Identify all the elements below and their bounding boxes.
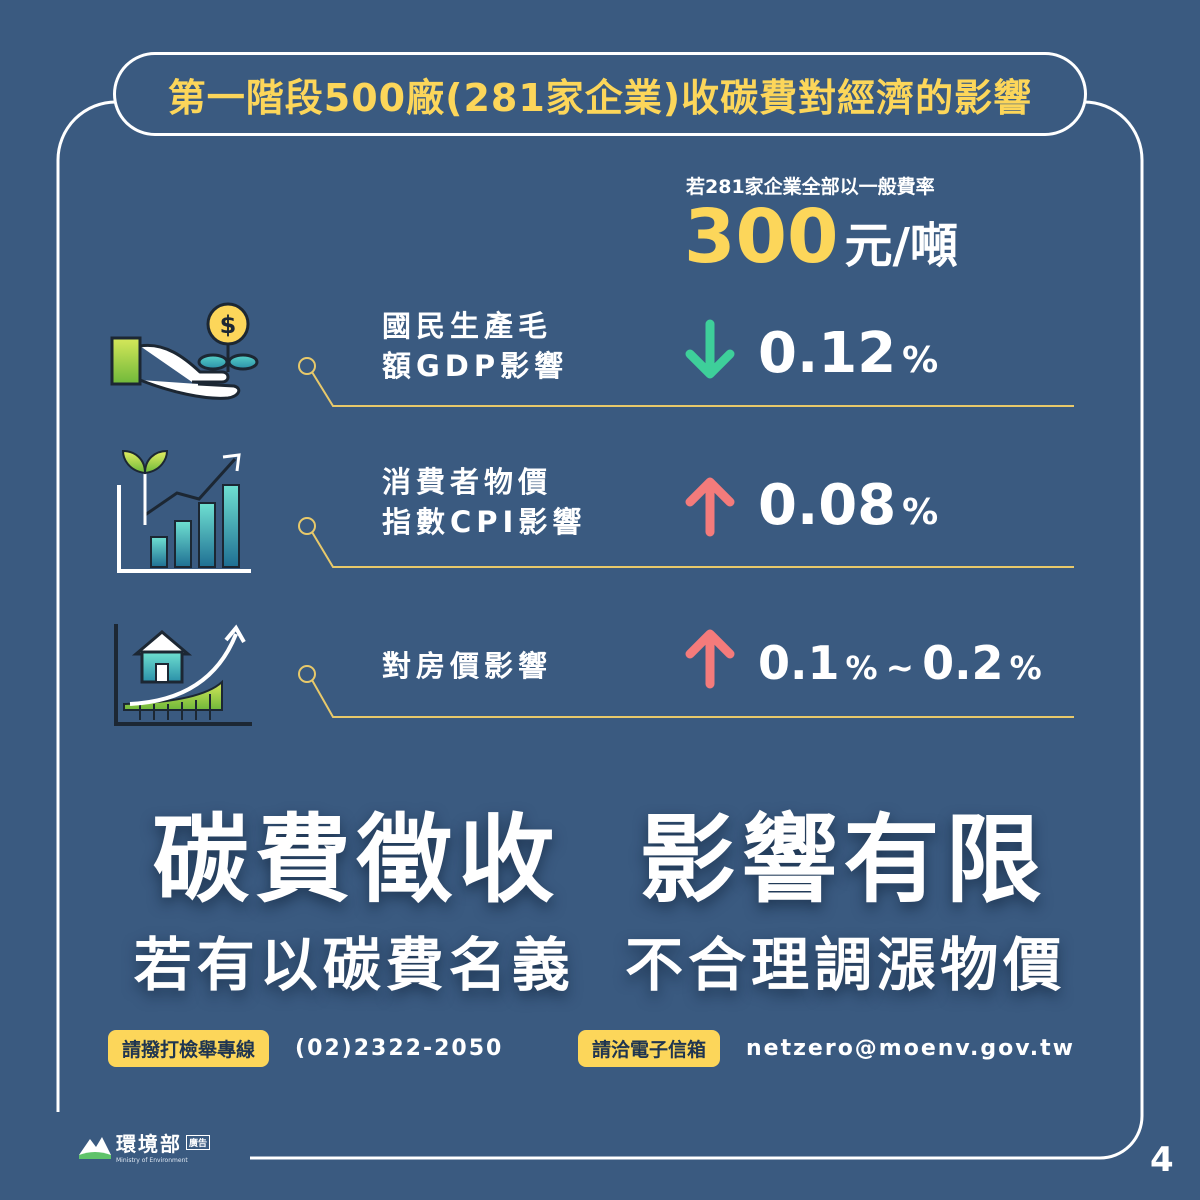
rate-amount: 300 (684, 194, 839, 280)
gdp-value-number: 0.12 (758, 321, 897, 386)
arrow-up-icon (685, 477, 735, 537)
rate-display: 300 元/噸 (684, 200, 958, 276)
rate-unit: 元/噸 (844, 218, 959, 274)
cpi-value-unit: % (902, 492, 939, 533)
title-banner: 第一階段500廠(281家企業)收碳費對經濟的影響 (113, 52, 1087, 136)
ministry-logo: 環境部 廣告 Ministry of Environment (78, 1128, 211, 1164)
cpi-value: 0.08% (758, 478, 938, 534)
page-number: 4 (1150, 1140, 1174, 1180)
svg-text:$: $ (220, 311, 237, 339)
house-value-to: 0.2 (922, 636, 1004, 690)
growth-chart-icon (117, 449, 251, 573)
arrow-down-icon (685, 319, 735, 379)
house-value-unit-from: % (845, 649, 878, 687)
hotline-contact: 請撥打檢舉專線 (02)2322-2050 (108, 1029, 504, 1067)
mountain-logo-icon (79, 1137, 111, 1159)
logo-name-text: 環境部 (116, 1132, 182, 1156)
gdp-label-line1: 國民生產毛 (382, 309, 553, 343)
gdp-value: 0.12% (758, 326, 938, 382)
house-value-unit-to: % (1009, 649, 1042, 687)
connector-line-gdp (311, 371, 1074, 407)
house-label-line1: 對房價影響 (382, 649, 553, 683)
connector-line-house (311, 679, 1074, 718)
logo-name: 環境部 廣告 (116, 1128, 211, 1157)
gdp-label: 國民生產毛 額GDP影響 (382, 306, 568, 386)
house-label: 對房價影響 (382, 646, 552, 686)
headline-main: 碳費徵收 影響有限 (152, 804, 1048, 916)
gdp-value-unit: % (902, 340, 939, 381)
cpi-label-line2: 指數CPI影響 (382, 505, 587, 539)
gdp-label-line2: 額GDP影響 (382, 349, 569, 383)
hotline-tag: 請撥打檢舉專線 (108, 1029, 270, 1067)
connector-dot-house (298, 665, 316, 683)
house-value-from: 0.1 (758, 636, 840, 690)
page-title: 第一階段500廠(281家企業)收碳費對經濟的影響 (167, 75, 1033, 120)
cpi-label: 消費者物價 指數CPI影響 (382, 462, 586, 542)
ad-badge: 廣告 (186, 1135, 211, 1150)
email-address[interactable]: netzero@moenv.gov.tw (746, 1035, 1075, 1061)
connector-dot-gdp (298, 357, 316, 375)
arrow-up-icon (685, 629, 735, 689)
house-price-icon (114, 624, 252, 726)
logo-subtitle: Ministry of Environment (116, 1157, 188, 1164)
cpi-label-line1: 消費者物價 (382, 465, 553, 499)
house-value: 0.1% ~0.2% (758, 640, 1042, 686)
headline-sub: 若有以碳費名義 不合理調漲物價 (133, 931, 1067, 999)
house-value-separator: ~ (885, 648, 915, 688)
money-plant-hand-icon: $ (110, 302, 259, 400)
cpi-value-number: 0.08 (758, 473, 897, 538)
email-contact: 請洽電子信箱 netzero@moenv.gov.tw (578, 1029, 1075, 1067)
email-tag: 請洽電子信箱 (578, 1029, 721, 1067)
hotline-number[interactable]: (02)2322-2050 (295, 1035, 504, 1061)
connector-dot-cpi (298, 517, 316, 535)
connector-line-cpi (311, 531, 1074, 568)
rate-caption: 若281家企業全部以一般費率 (686, 176, 935, 198)
